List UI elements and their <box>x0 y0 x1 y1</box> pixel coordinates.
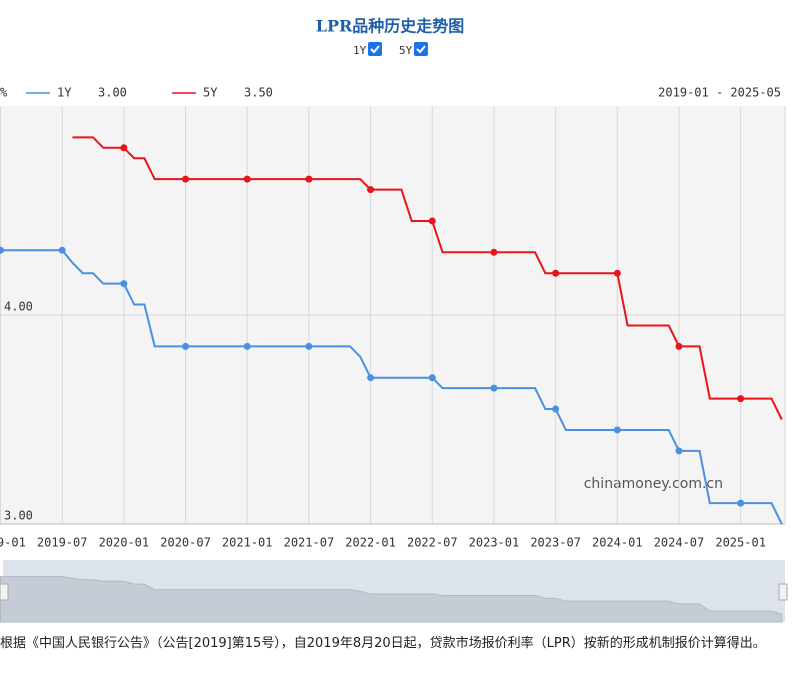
x-tick-label: 2019-07 <box>37 536 88 550</box>
point <box>552 405 560 413</box>
point <box>613 426 621 434</box>
legend-value: 3.50 <box>244 86 273 100</box>
point <box>428 374 436 382</box>
chart: LPR品种历史走势图 % 2019-01 - 2025-05 chinamone… <box>0 17 788 623</box>
x-tick-label: 2019-01 <box>0 536 26 550</box>
navigator-area <box>0 576 783 623</box>
point <box>305 175 313 183</box>
point <box>120 144 128 152</box>
point <box>243 342 251 350</box>
nav-handle[interactable] <box>0 583 9 601</box>
point <box>675 342 683 350</box>
point <box>490 384 498 392</box>
legend-value: 3.00 <box>98 86 127 100</box>
point <box>120 280 128 288</box>
nav-handle[interactable] <box>778 583 788 601</box>
note: 根据《中国人民银行公告》（公告[2019]第15号），自2019年8月20日起，… <box>0 636 766 651</box>
point <box>737 395 745 403</box>
toggle-label: 1Y <box>353 44 367 57</box>
series-line <box>0 249 783 525</box>
checkmark <box>416 45 426 54</box>
y-tick-label: 4.00 <box>4 300 33 314</box>
x-tick-label: 2023-07 <box>530 536 581 550</box>
x-tick-label: 2020-01 <box>99 536 150 550</box>
series-line <box>72 136 783 420</box>
y-tick-label: 3.00 <box>4 509 33 523</box>
watermark: chinamoney.com.cn <box>584 476 723 492</box>
point <box>490 248 498 256</box>
toggle-checkbox[interactable] <box>414 42 428 56</box>
point <box>737 499 745 507</box>
x-tick-label: 2024-07 <box>654 536 705 550</box>
y-unit: % <box>0 86 8 100</box>
point <box>367 374 375 382</box>
point <box>0 246 4 254</box>
toggle-label: 5Y <box>399 44 413 57</box>
x-tick-label: 2022-01 <box>345 536 396 550</box>
point <box>367 186 375 194</box>
x-tick-label: 2024-01 <box>592 536 643 550</box>
point <box>552 269 560 277</box>
x-tick-label: 2023-01 <box>469 536 520 550</box>
legend-label[interactable]: 1Y <box>57 86 72 100</box>
x-tick-label: 2022-07 <box>407 536 458 550</box>
date-range: 2019-01 - 2025-05 <box>658 86 781 100</box>
point <box>182 342 190 350</box>
x-tick-label: 2020-07 <box>160 536 211 550</box>
x-tick-label: 2021-01 <box>222 536 273 550</box>
point <box>305 342 313 350</box>
point <box>58 246 66 254</box>
legend-label[interactable]: 5Y <box>203 86 218 100</box>
point <box>182 175 190 183</box>
chart-title: LPR品种历史走势图 <box>316 17 465 36</box>
point <box>243 175 251 183</box>
x-tick-label: 2021-07 <box>284 536 335 550</box>
x-tick-label: 2025-01 <box>715 536 766 550</box>
checkmark <box>370 45 380 54</box>
point <box>675 447 683 455</box>
toggle-checkbox[interactable] <box>368 42 382 56</box>
point <box>613 269 621 277</box>
point <box>428 217 436 225</box>
